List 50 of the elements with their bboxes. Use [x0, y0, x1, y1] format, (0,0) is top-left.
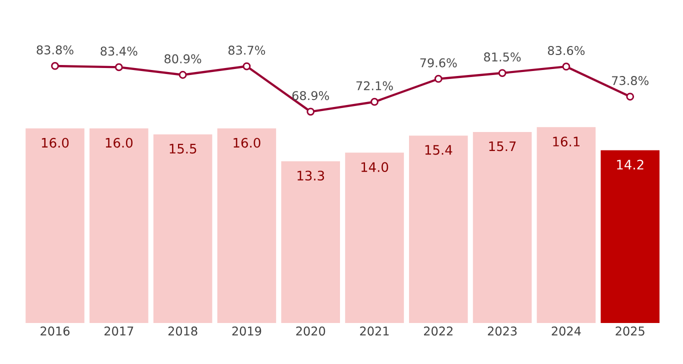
- x-tick-label: 2017: [104, 326, 134, 336]
- data-label: 16.1: [553, 136, 580, 146]
- data-label: 83.7%: [228, 46, 266, 55]
- point: [242, 62, 251, 70]
- bar: [90, 128, 148, 323]
- data-label: 80.9%: [164, 54, 202, 64]
- data-label: 16.0: [106, 138, 133, 148]
- bar: [217, 128, 276, 323]
- bar: [472, 132, 532, 323]
- x-tick-label: 2018: [168, 326, 198, 336]
- x-tick-label: 2022: [424, 326, 452, 336]
- x-tick-label: 2025: [616, 326, 644, 336]
- data-label: 15.7: [489, 142, 516, 152]
- bar: [345, 152, 404, 323]
- bar: [153, 134, 212, 323]
- data-label: 73.8%: [612, 76, 648, 86]
- point: [498, 69, 506, 77]
- data-label: 72.1%: [356, 81, 393, 90]
- bar: [26, 128, 84, 323]
- x-tick-label: 2024: [552, 326, 581, 336]
- x-tick-label: 2019: [232, 326, 262, 336]
- data-label: 15.5: [170, 144, 196, 154]
- data-label: 15.4: [425, 145, 452, 155]
- x-tick-label: 2016: [40, 326, 70, 336]
- data-label: 14.0: [361, 162, 388, 172]
- x-tick-label: 2023: [488, 326, 517, 336]
- point: [114, 63, 123, 72]
- data-label: 79.6%: [420, 58, 457, 68]
- point: [370, 98, 378, 106]
- point: [306, 108, 315, 116]
- x-tick-label: 2021: [360, 326, 389, 336]
- data-label: 68.9%: [292, 91, 329, 100]
- point: [626, 92, 634, 101]
- bar: [409, 136, 468, 323]
- data-label: 16.0: [234, 138, 260, 148]
- data-label: 83.8%: [36, 45, 74, 54]
- data-label: 13.3: [298, 170, 324, 181]
- point: [434, 74, 442, 83]
- point: [562, 62, 570, 71]
- bar: [600, 150, 660, 323]
- data-label: 14.2: [617, 160, 644, 170]
- x-tick-label: 2020: [296, 326, 326, 336]
- point: [51, 62, 59, 70]
- data-label: 83.6%: [548, 46, 585, 56]
- data-label: 16.0: [42, 138, 69, 148]
- bar: [281, 161, 340, 323]
- point: [178, 70, 187, 79]
- bar: [536, 127, 596, 323]
- data-label: 83.4%: [100, 46, 138, 56]
- data-label: 81.5%: [484, 52, 521, 62]
